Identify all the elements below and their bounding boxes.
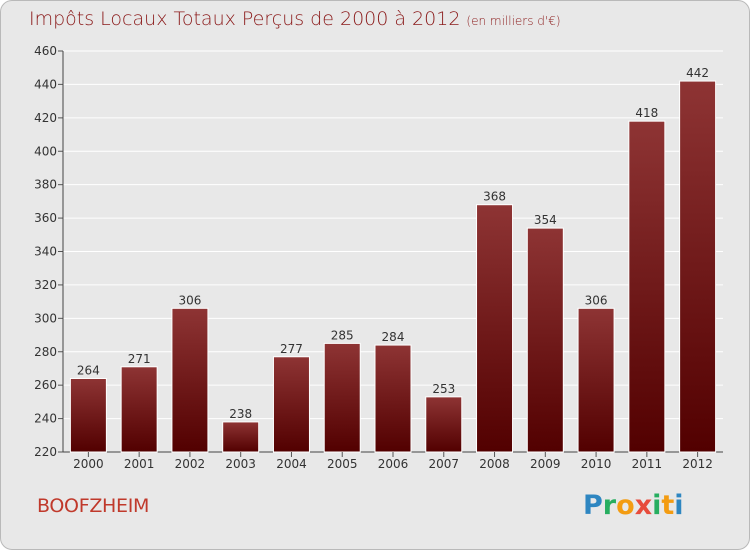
y-tick-label: 240 [34, 412, 57, 426]
data-label: 285 [331, 328, 354, 342]
bar [69, 377, 107, 453]
y-tick-label: 460 [34, 44, 57, 58]
x-tick-label: 2005 [327, 457, 358, 471]
bar [272, 356, 310, 453]
chart-title-text: Impôts Locaux Totaux Perçus de 2000 à 20… [29, 8, 461, 30]
city-name: BOOFZHEIM [37, 495, 150, 517]
x-tick-label: 2001 [124, 457, 155, 471]
y-tick-label: 400 [34, 144, 57, 158]
x-tick-label: 2003 [225, 457, 256, 471]
bar [577, 307, 615, 453]
x-tick-label: 2008 [479, 457, 510, 471]
logo-letter: r [602, 490, 617, 521]
logo-letter: t [661, 490, 675, 521]
data-label: 271 [128, 352, 151, 366]
y-tick-label: 320 [34, 278, 57, 292]
logo-letter: i [652, 490, 662, 521]
bar [120, 366, 158, 453]
y-tick-label: 380 [34, 178, 57, 192]
y-tick-label: 220 [34, 445, 57, 459]
data-label: 306 [178, 293, 201, 307]
data-label: 264 [77, 363, 100, 377]
bar [526, 227, 564, 453]
y-tick-label: 300 [34, 311, 57, 325]
bar [222, 421, 260, 453]
data-label: 284 [382, 330, 405, 344]
x-tick-label: 2012 [682, 457, 713, 471]
data-label: 306 [585, 293, 608, 307]
x-tick-label: 2006 [378, 457, 409, 471]
y-tick-label: 420 [34, 111, 57, 125]
data-label: 442 [686, 66, 709, 80]
y-tick-label: 280 [34, 345, 57, 359]
y-tick-label: 440 [34, 77, 57, 91]
data-label: 354 [534, 213, 557, 227]
data-label: 253 [432, 382, 455, 396]
chart-title: Impôts Locaux Totaux Perçus de 2000 à 20… [29, 8, 561, 30]
bar [679, 80, 717, 453]
data-label: 238 [229, 407, 252, 421]
data-label: 368 [483, 190, 506, 204]
logo-letter: i [674, 490, 684, 521]
bar [476, 204, 514, 453]
bar [171, 307, 209, 453]
data-label: 418 [635, 106, 658, 120]
y-tick-label: 260 [34, 378, 57, 392]
logo-letter: x [634, 490, 653, 521]
x-tick-label: 2004 [276, 457, 307, 471]
x-tick-label: 2009 [530, 457, 561, 471]
data-label: 277 [280, 342, 303, 356]
x-tick-label: 2007 [428, 457, 459, 471]
x-tick-label: 2010 [581, 457, 612, 471]
chart-unit: (en milliers d'€) [466, 14, 561, 28]
proxiti-logo: Proxiti [583, 490, 684, 521]
bar [425, 396, 463, 453]
x-tick-label: 2011 [632, 457, 663, 471]
x-tick-label: 2002 [175, 457, 206, 471]
logo-letter: P [583, 490, 603, 521]
bar [323, 342, 361, 453]
y-tick-label: 340 [34, 245, 57, 259]
bar [374, 344, 412, 453]
y-tick-label: 360 [34, 211, 57, 225]
bar [628, 120, 666, 453]
x-tick-label: 2000 [73, 457, 104, 471]
logo-letter: o [616, 490, 635, 521]
